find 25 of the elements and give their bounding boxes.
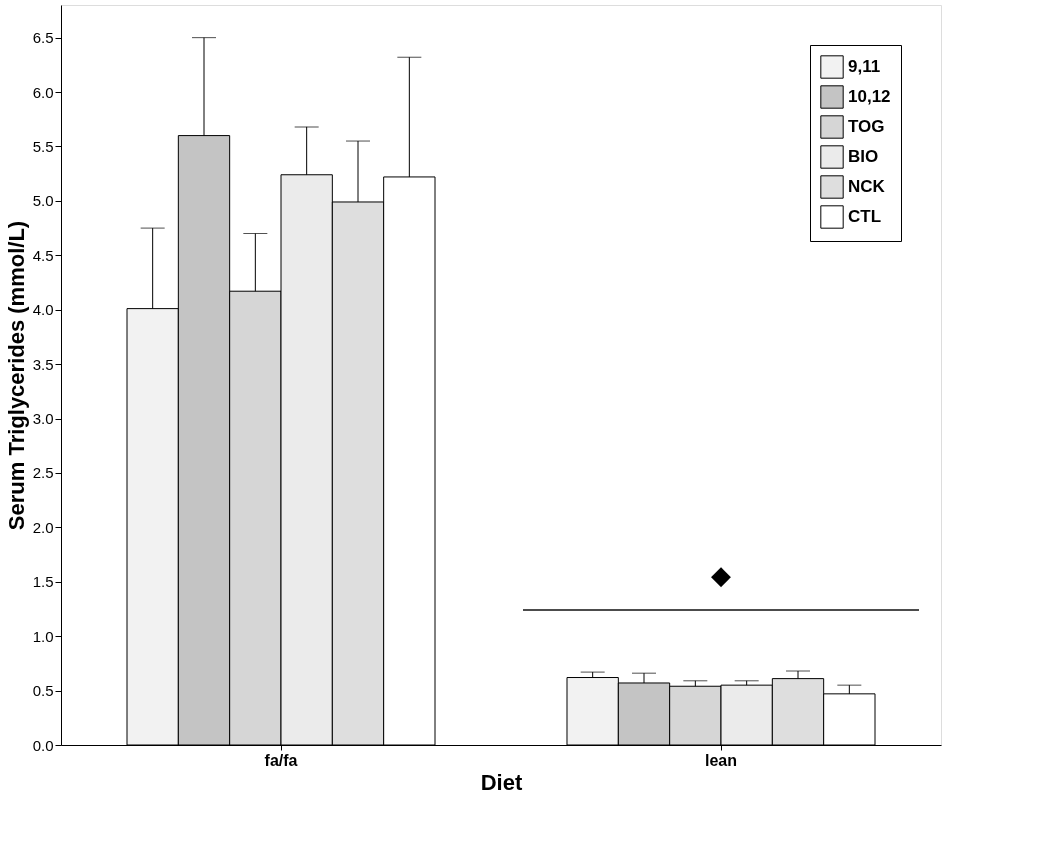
annotation: ◆ xyxy=(711,560,731,591)
y-tick-label: 0.0 xyxy=(32,736,54,754)
y-tick-label: 4.5 xyxy=(32,246,54,264)
y-tick-label: 0.5 xyxy=(32,682,54,700)
legend-label: 10,12 xyxy=(848,87,891,106)
y-tick-label: 5.0 xyxy=(32,192,54,210)
y-tick-label: 4.0 xyxy=(32,301,54,319)
legend-label: CTL xyxy=(848,207,882,226)
legend-label: 9,11 xyxy=(848,57,881,76)
legend-label: NCK xyxy=(848,177,886,196)
y-tick-label: 6.5 xyxy=(32,29,54,47)
y-axis-title: Serum Triglycerides (mmol/L) xyxy=(3,220,29,531)
y-tick-label: 5.5 xyxy=(32,137,54,155)
legend-label: TOG xyxy=(848,117,885,136)
y-tick-label: 6.0 xyxy=(32,83,54,101)
x-axis-title: Diet xyxy=(480,769,523,795)
x-tick-label: fa/fa xyxy=(264,751,298,769)
y-tick-label: 1.0 xyxy=(32,627,54,645)
y-tick-label: 2.5 xyxy=(32,464,54,482)
x-tick-label: lean xyxy=(704,751,738,769)
y-tick-label: 2.0 xyxy=(32,518,54,536)
y-tick-label: 3.5 xyxy=(32,355,54,373)
y-tick-label: 3.0 xyxy=(32,410,54,428)
y-tick-label: 1.5 xyxy=(32,573,54,591)
legend-label: BIO xyxy=(848,147,879,166)
